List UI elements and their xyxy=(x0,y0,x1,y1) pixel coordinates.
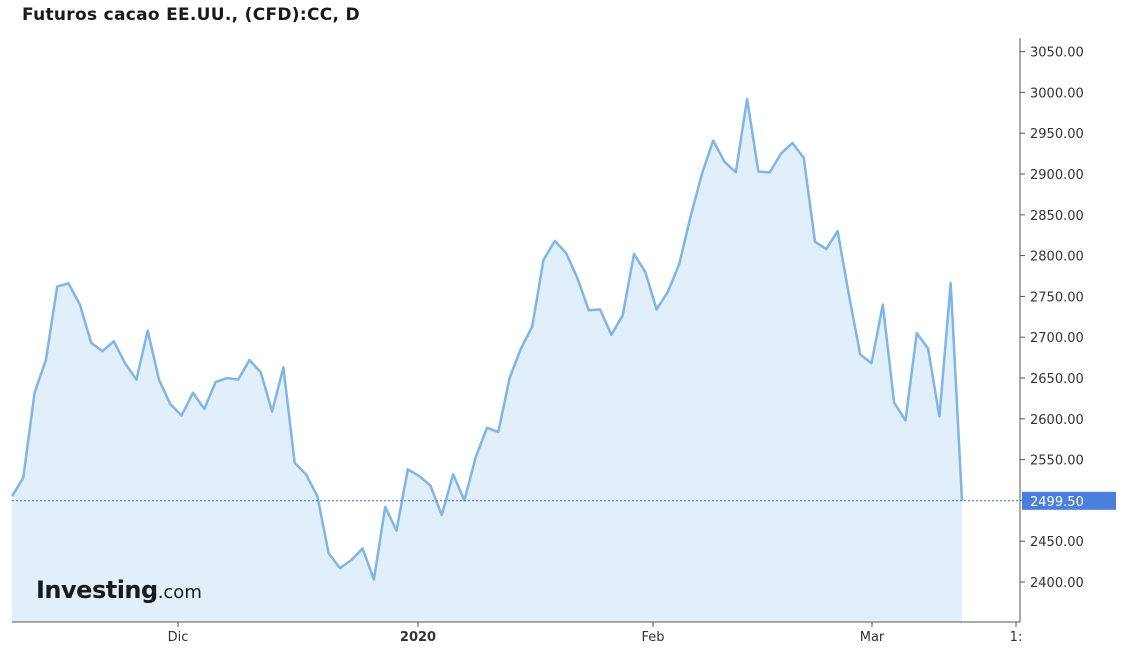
y-tick-label: 2550.00 xyxy=(1030,454,1084,469)
x-tick-label: Mar xyxy=(860,630,885,645)
y-tick-label: 2950.00 xyxy=(1030,127,1084,142)
x-tick-label: 2020 xyxy=(400,630,436,645)
price-area-fill xyxy=(12,98,962,622)
y-tick-label: 2700.00 xyxy=(1030,331,1084,346)
x-tick-label: Feb xyxy=(641,630,664,645)
y-tick-label: 2650.00 xyxy=(1030,372,1084,387)
y-tick-label: 3000.00 xyxy=(1030,86,1084,101)
price-line xyxy=(10,97,964,581)
investing-logo: Investing.com xyxy=(36,576,202,604)
y-tick-label: 2750.00 xyxy=(1030,290,1084,305)
y-tick-label: 2400.00 xyxy=(1030,576,1084,591)
x-tick-label: Dic xyxy=(168,630,189,645)
x-tick-label: 1: xyxy=(1010,630,1023,645)
last-price-label: 2499.50 xyxy=(1030,495,1084,510)
y-tick-label: 2900.00 xyxy=(1030,168,1084,183)
y-tick-label: 2850.00 xyxy=(1030,209,1084,224)
last-price-badge xyxy=(1022,491,1116,510)
chart-title: Futuros cacao EE.UU., (CFD):CC, D xyxy=(22,5,360,25)
y-tick-label: 2800.00 xyxy=(1030,250,1084,265)
y-tick-label: 2600.00 xyxy=(1030,413,1084,428)
y-tick-label: 3050.00 xyxy=(1030,46,1084,61)
y-tick-label: 2450.00 xyxy=(1030,535,1084,550)
